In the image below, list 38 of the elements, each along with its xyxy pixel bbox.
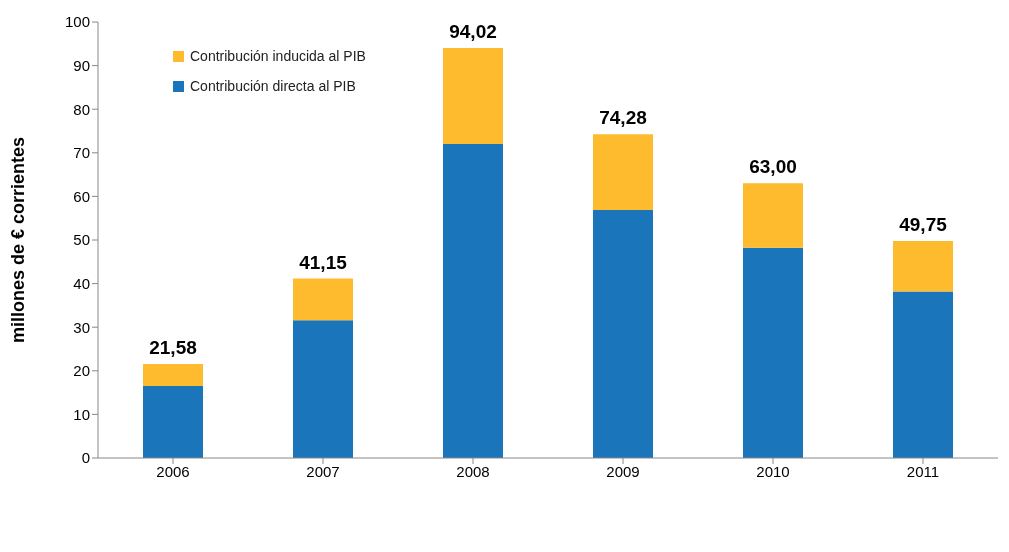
x-tick-label: 2007 bbox=[306, 462, 340, 480]
y-tick-label: 100 bbox=[64, 13, 90, 31]
y-tick-label: 90 bbox=[73, 56, 90, 74]
bar bbox=[293, 278, 353, 321]
y-tick-label: 70 bbox=[73, 144, 90, 162]
x-tick-label: 2009 bbox=[606, 462, 640, 480]
y-tick-label: 40 bbox=[73, 274, 90, 292]
bar bbox=[593, 134, 653, 210]
total-label: 63,00 bbox=[749, 156, 797, 178]
bar bbox=[443, 48, 503, 145]
y-tick-label: 30 bbox=[73, 318, 90, 336]
x-tick-label: 2008 bbox=[456, 462, 490, 480]
bar bbox=[893, 291, 953, 458]
total-label: 21,58 bbox=[149, 336, 197, 358]
legend-label: Contribución directa al PIB bbox=[190, 78, 356, 94]
bar bbox=[293, 320, 353, 458]
total-label: 49,75 bbox=[899, 214, 948, 236]
bar bbox=[743, 247, 803, 458]
total-label: 94,02 bbox=[449, 21, 497, 43]
y-tick-label: 0 bbox=[81, 449, 90, 467]
bar bbox=[893, 241, 953, 292]
bar bbox=[743, 183, 803, 248]
total-label: 74,28 bbox=[599, 107, 647, 129]
y-axis-title: millones de € corrientes bbox=[8, 136, 29, 344]
bar bbox=[593, 209, 653, 458]
total-label: 41,15 bbox=[299, 251, 348, 273]
legend-label: Contribución inducida al PIB bbox=[190, 48, 366, 64]
y-tick-label: 20 bbox=[73, 362, 90, 380]
y-tick-label: 60 bbox=[73, 187, 90, 205]
x-tick-label: 2010 bbox=[756, 462, 790, 480]
x-tick-label: 2011 bbox=[906, 462, 940, 480]
y-tick-label: 10 bbox=[73, 405, 90, 423]
bar bbox=[443, 144, 503, 458]
y-tick-label: 50 bbox=[73, 231, 90, 249]
bar bbox=[143, 363, 203, 387]
x-tick-label: 2006 bbox=[156, 462, 190, 480]
bar bbox=[143, 386, 203, 458]
y-tick-label: 80 bbox=[73, 100, 90, 118]
